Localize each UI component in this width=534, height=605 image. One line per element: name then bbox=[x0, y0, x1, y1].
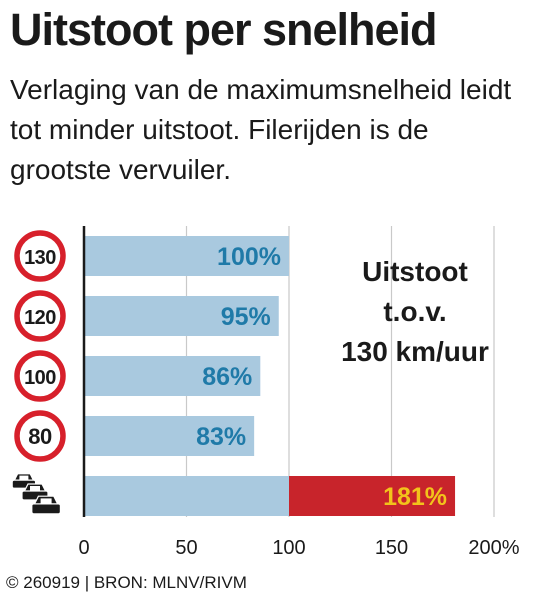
car-window bbox=[19, 475, 29, 481]
sign-speed-label: 120 bbox=[24, 307, 56, 329]
speed-sign-120-icon: 120 bbox=[14, 290, 66, 342]
sign-speed-label: 130 bbox=[24, 247, 56, 269]
x-tick-label: 200% bbox=[468, 537, 519, 559]
sign-ring bbox=[14, 230, 66, 282]
car-window bbox=[40, 498, 52, 504]
x-tick-label: 100 bbox=[272, 537, 305, 559]
bar bbox=[84, 416, 255, 456]
side-label-line-2: t.o.v. bbox=[383, 296, 447, 327]
side-label-line-3: 130 km/uur bbox=[341, 336, 489, 367]
bar-value-label: 95% bbox=[221, 303, 271, 331]
sign-ring bbox=[14, 290, 66, 342]
bar bbox=[84, 236, 289, 276]
x-tick-label: 50 bbox=[175, 537, 197, 559]
bar-value-label: 83% bbox=[196, 423, 246, 451]
source-credit: © 260919 | BRON: MLNV/RIVM bbox=[6, 573, 247, 592]
speed-sign-80-icon: 80 bbox=[14, 410, 66, 462]
chart-title: Uitstoot per snelheid bbox=[10, 4, 438, 55]
sign-speed-label: 100 bbox=[24, 367, 56, 389]
car-window bbox=[30, 486, 40, 491]
bar-value-label: 86% bbox=[202, 363, 252, 391]
side-label: Uitstoot t.o.v. 130 km/uur bbox=[300, 252, 530, 372]
sign-ring bbox=[14, 410, 66, 462]
bar-excess bbox=[289, 476, 456, 516]
sign-ring bbox=[14, 350, 66, 402]
sign-speed-label: 80 bbox=[28, 424, 52, 449]
bar bbox=[84, 356, 261, 396]
car-body bbox=[31, 503, 61, 515]
bar bbox=[84, 296, 279, 336]
x-tick-label: 150 bbox=[375, 537, 408, 559]
bar-value-label: 100% bbox=[217, 243, 281, 271]
x-tick-label: 0 bbox=[78, 537, 89, 559]
traffic-jam-cars-icon bbox=[11, 473, 61, 515]
speed-sign-130-icon: 130 bbox=[14, 230, 66, 282]
bar bbox=[84, 476, 289, 516]
speed-sign-100-icon: 100 bbox=[14, 350, 66, 402]
bar-value-label: 181% bbox=[383, 483, 447, 511]
side-label-line-1: Uitstoot bbox=[362, 256, 468, 287]
chart-subtitle: Verlaging van de maximumsnelheid leidt t… bbox=[10, 74, 512, 185]
